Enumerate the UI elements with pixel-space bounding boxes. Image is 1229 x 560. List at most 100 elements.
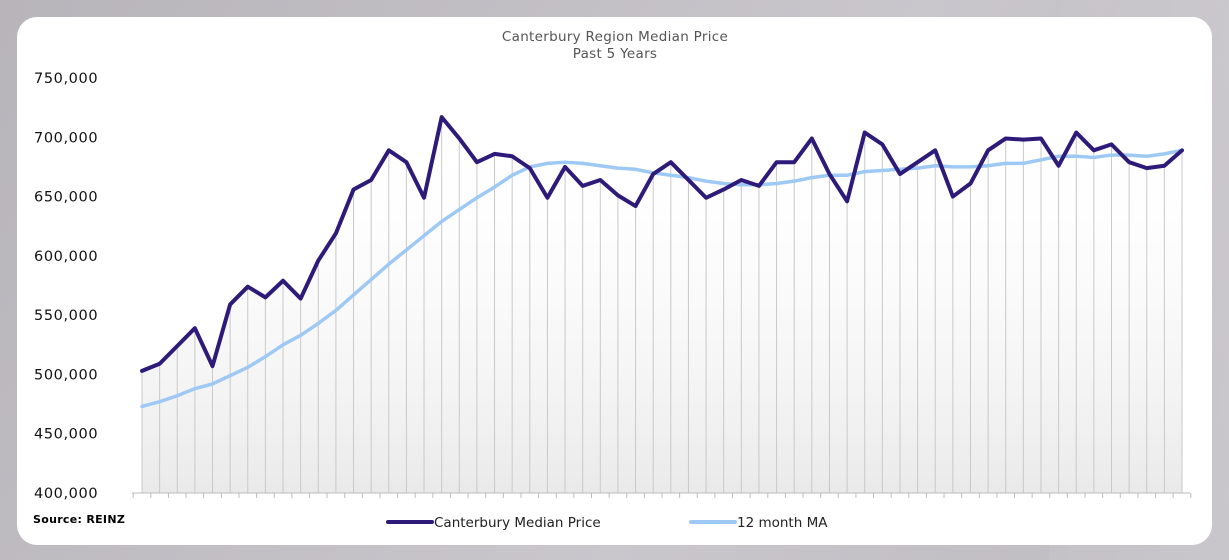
median-point [1127, 160, 1131, 164]
source-note: Source: REINZ [33, 513, 125, 526]
ma-point [704, 179, 708, 183]
ma-point [881, 169, 884, 172]
ma-point [740, 183, 743, 186]
ma-point [581, 162, 584, 165]
ma-point [281, 343, 285, 346]
ma-point [1110, 153, 1113, 157]
y-tick-label: 600,000 [34, 249, 98, 265]
ma-point [299, 334, 302, 337]
median-point [1092, 148, 1096, 152]
median-point [528, 166, 532, 170]
ma-point [1022, 162, 1025, 165]
median-point [616, 193, 620, 197]
median-point [951, 195, 955, 199]
ma-point [986, 164, 990, 167]
median-point [175, 344, 179, 348]
ma-point [193, 387, 197, 390]
median-point [986, 148, 990, 152]
y-tick-label: 500,000 [34, 367, 98, 383]
median-point [1039, 136, 1043, 140]
median-point [739, 178, 743, 182]
ma-point [1004, 162, 1007, 165]
ma-point [422, 234, 426, 237]
median-point [757, 184, 761, 188]
ma-point [228, 374, 232, 377]
ma-point [369, 278, 373, 281]
y-tick-label: 400,000 [34, 486, 98, 502]
series-line-canterbury-median-price [140, 115, 1184, 373]
y-tick-label: 750,000 [34, 71, 98, 87]
median-point [228, 302, 232, 306]
median-point [316, 259, 320, 263]
median-point [369, 178, 373, 182]
median-point [792, 160, 796, 164]
ma-point [916, 166, 919, 170]
ma-point [1092, 156, 1096, 159]
median-point [598, 178, 602, 182]
ma-point [810, 176, 814, 179]
ma-point [1163, 152, 1166, 156]
ma-point [969, 165, 972, 169]
ma-point [599, 164, 602, 167]
ma-point [176, 394, 179, 397]
ma-point [158, 400, 161, 403]
ma-point [1039, 158, 1043, 162]
ma-point [546, 162, 549, 165]
ma-point [140, 405, 144, 408]
median-point [845, 199, 849, 203]
median-point [281, 279, 285, 283]
median-point [634, 204, 638, 208]
median-point [404, 160, 408, 164]
median-point [1109, 142, 1113, 146]
median-point [775, 160, 779, 164]
median-point [1162, 164, 1166, 168]
median-point [651, 172, 655, 176]
ma-point [793, 179, 796, 183]
median-point [810, 136, 814, 140]
median-point [968, 182, 972, 186]
ma-point [934, 164, 937, 167]
median-point [686, 178, 690, 182]
median-point [827, 172, 831, 176]
ma-point [1075, 155, 1078, 158]
ma-point [863, 170, 866, 173]
y-tick-label: 450,000 [34, 427, 98, 443]
ma-point [1057, 155, 1060, 158]
ma-point [352, 293, 355, 297]
median-point [440, 115, 444, 119]
ma-point [458, 208, 461, 211]
ma-point [334, 309, 338, 312]
ma-point [1127, 153, 1131, 157]
median-point [880, 142, 884, 146]
ma-point [317, 322, 320, 325]
y-tick-label: 650,000 [34, 190, 98, 206]
median-point [211, 364, 215, 368]
ma-point [722, 182, 725, 185]
ma-point [775, 182, 778, 185]
median-point [1004, 136, 1008, 140]
ma-point [493, 185, 496, 189]
ma-point [563, 160, 567, 164]
chart-title: Canterbury Region Median Price [502, 29, 728, 45]
ma-point [405, 248, 408, 252]
median-point [563, 165, 567, 169]
median-point [898, 172, 902, 176]
ma-point [264, 355, 267, 358]
median-point [510, 154, 514, 158]
median-point [299, 297, 303, 301]
median-point [1074, 131, 1078, 135]
ma-point [440, 220, 443, 223]
ma-point [211, 382, 214, 386]
median-point [158, 362, 162, 366]
ma-point [475, 196, 479, 199]
ma-point [669, 174, 673, 177]
median-point [1145, 166, 1149, 170]
median-point [1180, 148, 1184, 152]
ma-point [634, 168, 637, 171]
y-tick-label: 550,000 [34, 308, 98, 324]
median-point [352, 187, 356, 191]
series-line-12-month-ma [140, 148, 1184, 409]
median-point [545, 196, 549, 200]
median-point [140, 369, 144, 373]
